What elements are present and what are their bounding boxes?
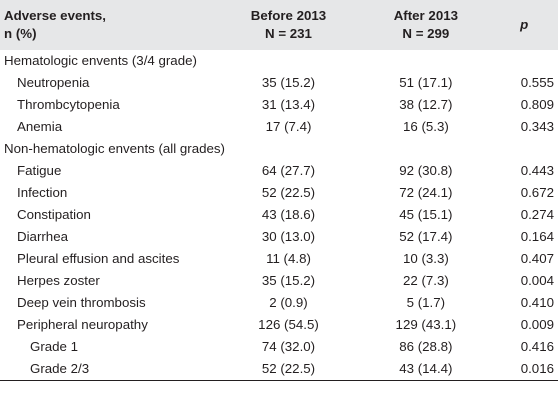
after-value: 52 (17.4) [399, 229, 453, 244]
header-row: Adverse events, n (%) Before 2013 N = 23… [0, 0, 558, 50]
p-value: 0.555 [520, 75, 554, 90]
p-value: 0.443 [520, 163, 554, 178]
data-row: Constipation 43 (18.6) 45 (15.1) 0.274 [0, 204, 558, 226]
data-row: Fatigue 64 (27.7) 92 (30.8) 0.443 [0, 160, 558, 182]
row-label: Fatigue [17, 163, 62, 178]
row-label: Neutropenia [17, 75, 90, 90]
after-value: 10 (3.3) [402, 251, 449, 266]
data-row: Infection 52 (22.5) 72 (24.1) 0.672 [0, 182, 558, 204]
p-value: 0.343 [520, 119, 554, 134]
row-label: Grade 1 [30, 339, 79, 354]
after-value: 86 (28.8) [399, 339, 453, 354]
data-row: Thrombcytopenia 31 (13.4) 38 (12.7) 0.809 [0, 94, 558, 116]
before-value: 52 (22.5) [215, 358, 362, 381]
p-value: 0.416 [520, 339, 554, 354]
row-label: Grade 2/3 [0, 358, 216, 381]
row-label: Anemia [17, 119, 63, 134]
before-value: 52 (22.5) [261, 185, 316, 200]
p-value: 0.009 [520, 317, 554, 332]
header-line: After 2013 [393, 8, 459, 23]
before-value: 64 (27.7) [261, 163, 316, 178]
header-after: After 2013 N = 299 [361, 0, 490, 50]
after-value: 5 (1.7) [406, 295, 446, 310]
section-row: Hematologic envents (3/4 grade) [0, 50, 558, 72]
before-value: 43 (18.6) [261, 207, 316, 222]
before-value: 31 (13.4) [261, 97, 316, 112]
header-before: Before 2013 N = 231 [216, 0, 362, 50]
header-line: N = 231 [265, 26, 312, 41]
before-value: 2 (0.9) [269, 295, 308, 310]
data-row: Anemia 17 (7.4) 16 (5.3) 0.343 [0, 116, 558, 138]
data-row: Pleural effusion and ascites 11 (4.8) 10 (… [0, 248, 558, 270]
data-row: Grade 2/3 52 (22.5) 43 (14.4) 0.016 [0, 358, 558, 381]
p-value: 0.809 [520, 97, 554, 112]
p-value: 0.004 [520, 273, 554, 288]
section-title: Hematologic envents (3/4 grade) [4, 53, 197, 68]
header-line: Before 2013 [250, 8, 327, 23]
header-line: Adverse events, [4, 8, 106, 23]
after-value: 72 (24.1) [399, 185, 453, 200]
header-line: n (%) [4, 26, 37, 41]
before-value: 35 (15.2) [261, 273, 316, 288]
row-label: Herpes zoster [17, 273, 100, 288]
row-label: Deep vein thrombosis [17, 295, 146, 310]
data-row: Peripheral neuropathy 126 (54.5) 129 (43.1… [0, 314, 558, 336]
p-value: 0.274 [520, 207, 554, 222]
p-value: 0.407 [520, 251, 554, 266]
row-label: Infection [17, 185, 68, 200]
after-value: 45 (15.1) [399, 207, 453, 222]
before-value: 17 (7.4) [265, 119, 312, 134]
row-label: Diarrhea [17, 229, 68, 244]
row-label: Thrombcytopenia [17, 97, 120, 112]
after-value: 38 (12.7) [399, 97, 453, 112]
section-title: Non-hematologic envents (all grades) [4, 141, 225, 156]
before-value: 30 (13.0) [261, 229, 316, 244]
table-header: Adverse events, n (%) Before 2013 N = 23… [0, 0, 558, 50]
p-value: 0.164 [520, 229, 554, 244]
adverse-events-table: Adverse events, n (%) Before 2013 N = 23… [0, 0, 558, 381]
section-row: Non-hematologic envents (all grades) [0, 138, 558, 160]
before-value: 35 (15.2) [261, 75, 316, 90]
header-label: Adverse events, n (%) [0, 0, 216, 50]
header-line: N = 299 [402, 26, 450, 41]
p-value: 0.410 [520, 295, 554, 310]
row-label: Pleural effusion and ascites [17, 251, 180, 266]
row-label: Peripheral neuropathy [17, 317, 148, 332]
after-value: 92 (30.8) [399, 163, 453, 178]
after-value: 51 (17.1) [399, 75, 453, 90]
data-row: Grade 1 74 (32.0) 86 (28.8) 0.416 [0, 336, 558, 358]
data-row: Deep vein thrombosis 2 (0.9) 5 (1.7) 0.410 [0, 292, 558, 314]
before-value: 126 (54.5) [258, 317, 319, 332]
data-row: Neutropenia 35 (15.2) 51 (17.1) 0.555 [0, 72, 558, 94]
row-label: Constipation [17, 207, 91, 222]
after-value: 16 (5.3) [402, 119, 449, 134]
p-value: 0.016 [490, 358, 558, 381]
data-row: Diarrhea 30 (13.0) 52 (17.4) 0.164 [0, 226, 558, 248]
p-value: 0.672 [520, 185, 554, 200]
after-value: 22 (7.3) [402, 273, 449, 288]
before-value: 11 (4.8) [266, 251, 311, 266]
after-value: 129 (43.1) [395, 317, 457, 332]
before-value: 74 (32.0) [261, 339, 316, 354]
table-body: Hematologic envents (3/4 grade) Neutropen… [0, 50, 558, 381]
data-row: Herpes zoster 35 (15.2) 22 (7.3) 0.004 [0, 270, 558, 292]
header-p: p [520, 17, 529, 32]
after-value: 43 (14.4) [361, 358, 491, 381]
